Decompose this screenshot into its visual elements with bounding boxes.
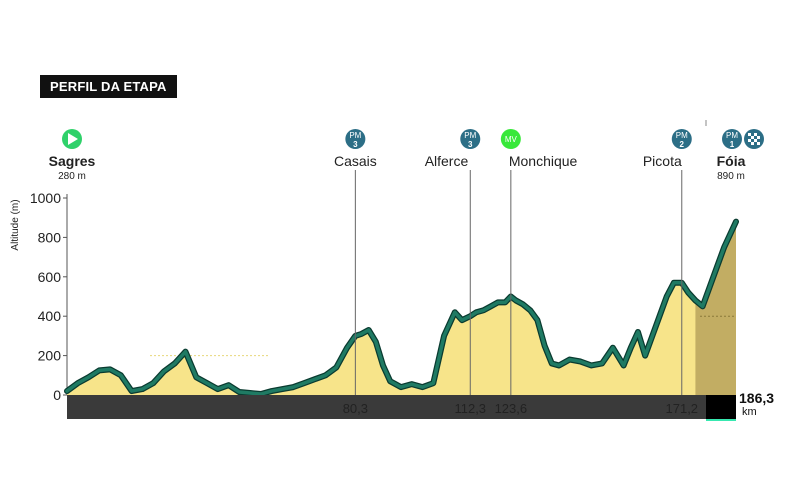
y-tick-label: 800: [38, 229, 62, 245]
badge-number: 1: [730, 140, 735, 149]
location-name: Casais: [334, 153, 377, 169]
checker-cell: [757, 142, 760, 145]
location-sagres: Sagres 280 m: [49, 129, 96, 182]
location-altitude: 890 m: [717, 171, 745, 182]
badge-label: PM: [726, 131, 738, 140]
badge-number: 3: [468, 140, 473, 149]
checker-cell: [754, 139, 757, 142]
location-monchique: MV Monchique: [500, 129, 578, 395]
play-triangle-icon: [68, 133, 78, 145]
checker-cell: [751, 136, 754, 139]
location-alferce: PM3 Alferce: [425, 129, 481, 395]
profile-area: [64, 218, 739, 398]
mountain-badge-icon: [460, 129, 481, 149]
badge-label: MV: [505, 135, 518, 144]
y-axis: 0 200 400 600 800 1000 Altitude (m): [10, 190, 68, 403]
checker-cell: [751, 142, 754, 145]
mountain-badge-icon: [671, 129, 692, 149]
km-marker-label: 112,3: [454, 401, 486, 416]
badge-number: 2: [680, 140, 685, 149]
mountain-badge-icon: [722, 129, 742, 149]
location-picota: PM2 Picota: [643, 129, 692, 395]
km-marker-label: 123,6: [495, 401, 528, 416]
location-name: Alferce: [425, 153, 469, 169]
final-section-fill: [695, 221, 736, 395]
y-tick-label: 600: [38, 269, 62, 285]
y-tick-label: 0: [53, 387, 61, 403]
profile-fill: [67, 221, 736, 395]
location-f-ia: PM1 Fóia 890 m: [705, 120, 764, 182]
y-axis-title: Altitude (m): [10, 199, 21, 250]
badge-number: 3: [353, 140, 358, 149]
location-name: Fóia: [717, 153, 746, 169]
km-marker-label: 171,2: [666, 401, 699, 416]
distance-bar-bg: [67, 395, 736, 419]
checker-cell: [748, 139, 751, 142]
checker-cell: [748, 133, 751, 136]
location-name: Monchique: [509, 153, 578, 169]
badge-label: PM: [676, 131, 688, 140]
checker-cell: [754, 133, 757, 136]
y-tick-label: 400: [38, 308, 62, 324]
badge-label: PM: [349, 131, 361, 140]
sprint-badge-icon: [500, 129, 521, 149]
location-casais: PM3 Casais: [334, 129, 377, 395]
y-tick-label: 200: [38, 348, 62, 364]
distance-bar-final: [706, 395, 736, 419]
distance-bar: 80,3 112,3 123,6 171,2 186,3km: [67, 390, 774, 421]
location-name: Picota: [643, 153, 682, 169]
location-name: Sagres: [49, 153, 96, 169]
km-marker-label: 80,3: [343, 401, 368, 416]
end-km-unit: km: [742, 406, 757, 418]
end-km-label: 186,3: [739, 390, 774, 406]
location-altitude: 280 m: [58, 171, 86, 182]
page-title: PERFIL DA ETAPA: [40, 75, 177, 98]
profile-line: [65, 219, 738, 396]
y-tick-label: 1000: [30, 190, 61, 206]
badge-label: PM: [464, 131, 476, 140]
mountain-badge-icon: [345, 129, 366, 149]
checker-cell: [757, 136, 760, 139]
